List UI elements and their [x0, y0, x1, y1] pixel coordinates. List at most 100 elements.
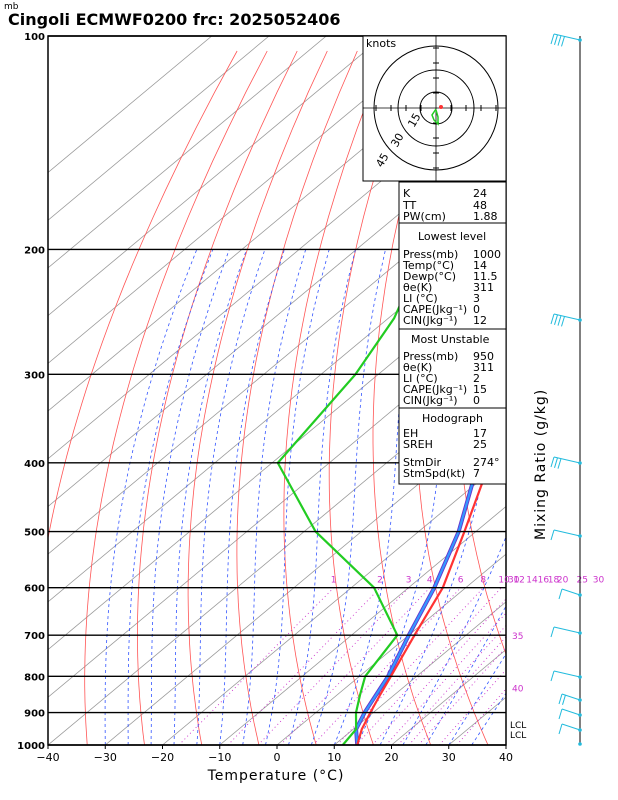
wind-barb-feather [554, 457, 558, 468]
index-value: 48 [473, 199, 487, 212]
theta-e-label: 30 [508, 576, 520, 586]
index-value: 12 [473, 314, 487, 327]
isotherm [48, 36, 327, 269]
wind-barb-feather [557, 315, 562, 326]
wind-barb-shaft [561, 588, 581, 596]
y-tick-label: 400 [24, 459, 45, 470]
index-label: SREH [403, 438, 433, 451]
dry-adiabat [283, 50, 388, 745]
wind-barb-feather [558, 708, 563, 720]
dry-adiabat [328, 50, 418, 745]
theta-e-label: 35 [512, 632, 523, 642]
mixing-ratio-label: 10 [498, 576, 510, 586]
y-tick-label: 100 [24, 32, 45, 43]
wind-barb-feather [550, 529, 555, 541]
moist-adiabat [150, 249, 230, 745]
wind-barb-shaft [553, 529, 581, 537]
mixing-ratio-line [227, 587, 381, 745]
wind-barb-feather [557, 458, 562, 469]
moist-adiabat [402, 535, 506, 745]
index-value: 7 [473, 467, 480, 480]
dry-adiabat [48, 50, 238, 541]
isotherm [48, 36, 270, 221]
wind-barb-feather [557, 35, 562, 46]
index-value: 2 [473, 372, 480, 385]
pressure-unit-label: mb [4, 2, 19, 12]
hodograph-ring-label: 45 [373, 151, 391, 170]
index-value: 17 [473, 427, 487, 440]
wind-barb-feather [561, 316, 565, 327]
index-label: StmSpd(kt) [403, 467, 465, 480]
mixing-ratio-line [408, 636, 506, 745]
mixing-ratio-line [439, 669, 506, 745]
index-label: θe(K) [403, 281, 432, 294]
mixing-ratio-label: 6 [458, 576, 464, 586]
mixing-ratio-label: 2 [377, 576, 383, 586]
wind-barb-feather [562, 694, 566, 705]
isotherm [48, 171, 506, 555]
index-label: StmDir [403, 456, 442, 469]
theta-e-label: 40 [512, 685, 524, 695]
y-tick-label: 500 [24, 528, 45, 539]
dry-adiabat [572, 51, 618, 760]
mixing-ratio-line [257, 587, 410, 745]
index-label: Press(mb) [403, 248, 458, 261]
section-title-lowest: Lowest level [418, 230, 486, 243]
mixing-ratio-label: 1 [331, 576, 337, 586]
index-value: 1000 [473, 248, 501, 261]
mixing-ratio-label: 14 [526, 576, 538, 586]
x-tick-label: −10 [208, 751, 231, 764]
mixing-ratio-line [312, 587, 462, 745]
wind-barb-feather [558, 588, 563, 600]
background-lines [48, 36, 618, 760]
chart-title: Cingoli ECMWF0200 frc: 2025052406 [8, 10, 341, 29]
lcl-label: LCL [510, 731, 526, 741]
mixing-ratio-label: 3 [406, 576, 412, 586]
x-tick-label: 30 [442, 751, 456, 764]
wind-barb-shaft [553, 670, 581, 678]
index-label: CIN(Jkg⁻¹) [403, 314, 458, 327]
dry-adiabat [137, 50, 298, 745]
index-value: 15 [473, 383, 487, 396]
mixing-ratio-label: 4 [427, 576, 433, 586]
x-tick-label: 0 [274, 751, 281, 764]
wind-barb-feather [550, 313, 555, 325]
isotherm [48, 36, 442, 364]
index-label: LI (°C) [403, 372, 438, 385]
dry-adiabat [187, 50, 328, 745]
hodograph-units: knots [366, 37, 396, 50]
isotherm [48, 267, 506, 651]
wind-barb-feather [554, 34, 558, 45]
x-tick-label: 10 [327, 751, 341, 764]
index-value: 311 [473, 281, 494, 294]
mixing-ratio-label: 20 [557, 576, 569, 586]
mixing-ratio-label: 30 [593, 576, 605, 586]
index-value: 3 [473, 292, 480, 305]
section-title-hodograph: Hodograph [422, 412, 483, 425]
x-tick-label: −40 [36, 751, 59, 764]
dry-adiabat [236, 50, 358, 745]
wind-barb-feather [558, 723, 563, 735]
index-label: Temp(°C) [402, 259, 454, 272]
wind-barb-shaft [553, 626, 581, 634]
index-value: 0 [473, 394, 480, 407]
mixing-ratio-label: 25 [577, 576, 588, 586]
index-label: Dewp(°C) [403, 270, 456, 283]
index-label: PW(cm) [403, 210, 446, 223]
y-tick-label: 700 [24, 631, 45, 642]
mixing-ratio-line [418, 646, 506, 745]
y-tick-label: 900 [24, 709, 45, 720]
isotherm [333, 601, 506, 745]
storm-motion-marker [439, 105, 443, 109]
wind-barb-feather [561, 36, 565, 47]
wind-barb-shaft [561, 723, 581, 731]
wind-barb-column [550, 33, 582, 746]
index-value: 11.5 [473, 270, 498, 283]
hodograph-trace [431, 108, 439, 126]
y-tick-label: 800 [24, 672, 45, 683]
temperature-line [356, 386, 506, 745]
y-tick-label: 600 [24, 584, 45, 595]
index-label: EH [403, 427, 418, 440]
isotherm [48, 315, 506, 698]
